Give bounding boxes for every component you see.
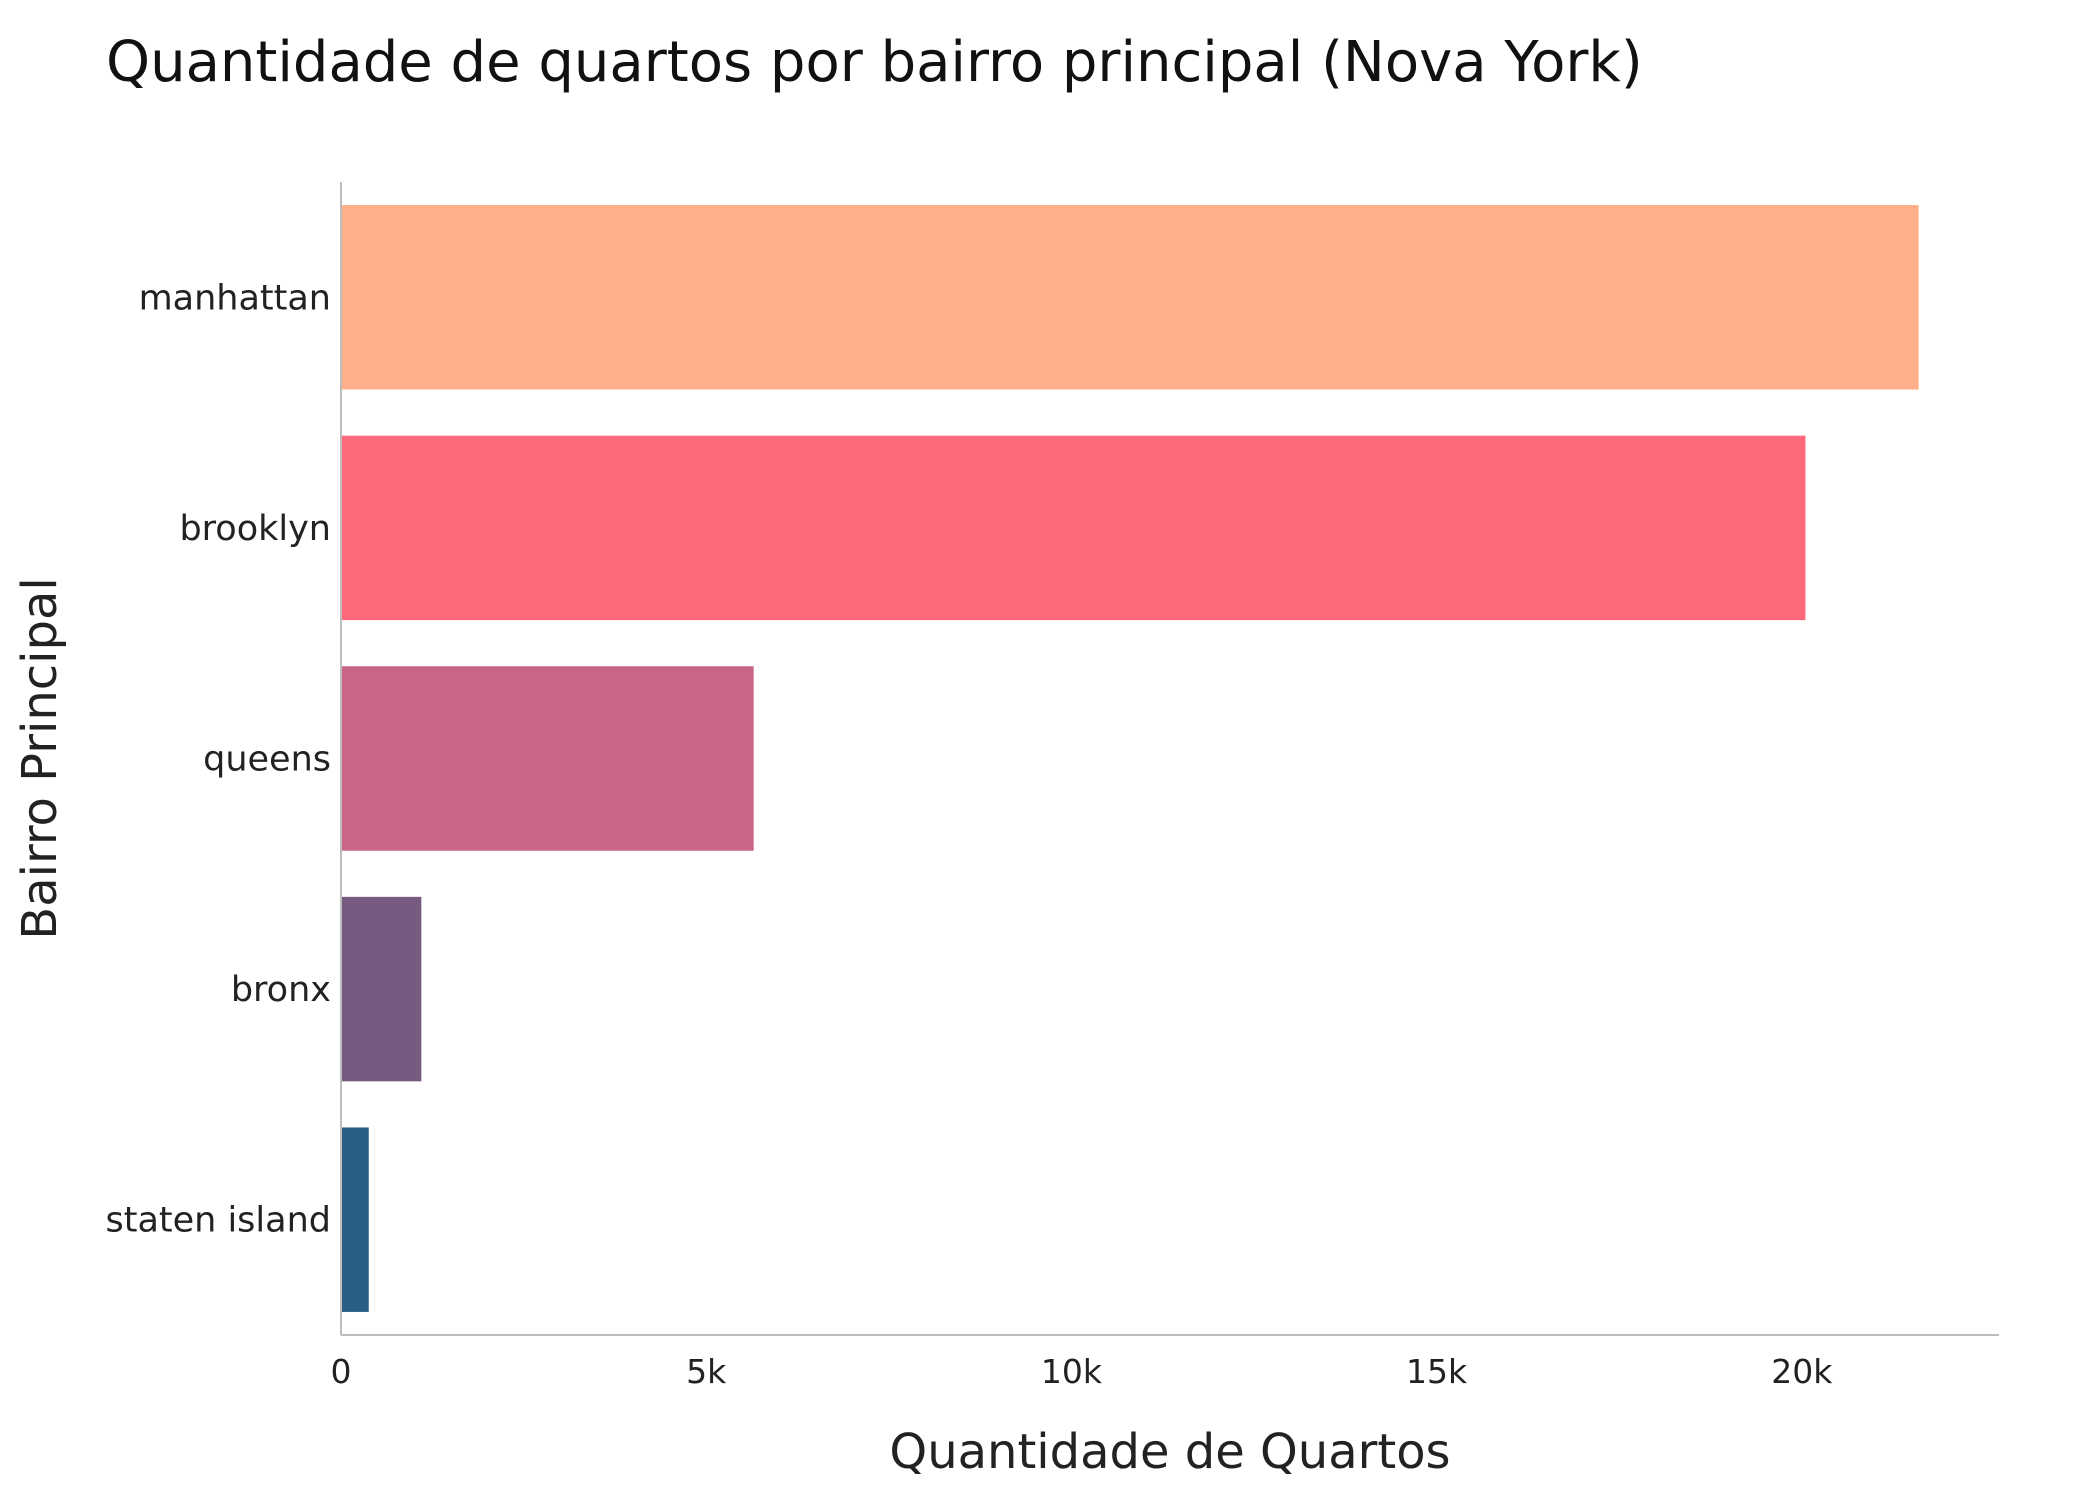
category-label-staten-island: staten island [105,1201,331,1241]
x-tick-label: 0 [331,1352,352,1391]
category-label-queens: queens [203,740,331,780]
bar-brooklyn [341,435,1806,621]
chart-title: Quantidade de quartos por bairro princip… [106,30,1643,95]
bars-group [341,205,1919,1312]
x-axis-title: Quantidade de Quartos [889,1424,1450,1480]
category-label-bronx: bronx [231,970,331,1010]
bar-queens [341,666,754,851]
bar-staten-island [341,1127,369,1312]
x-tick-label: 10k [1041,1352,1103,1391]
x-tick-label: 5k [686,1352,727,1391]
x-tick-label: 15k [1406,1352,1468,1391]
y-axis-title: Bairro Principal [12,577,68,939]
x-tick-labels: 0 5k 10k 15k 20k [331,1352,1834,1391]
bar-bronx [341,896,422,1082]
category-labels: manhattan brooklyn queens bronx staten islan… [105,278,331,1240]
category-label-manhattan: manhattan [139,278,331,318]
x-tick-label: 20k [1771,1352,1833,1391]
category-label-brooklyn: brooklyn [179,509,331,549]
bar-manhattan [341,205,1919,390]
